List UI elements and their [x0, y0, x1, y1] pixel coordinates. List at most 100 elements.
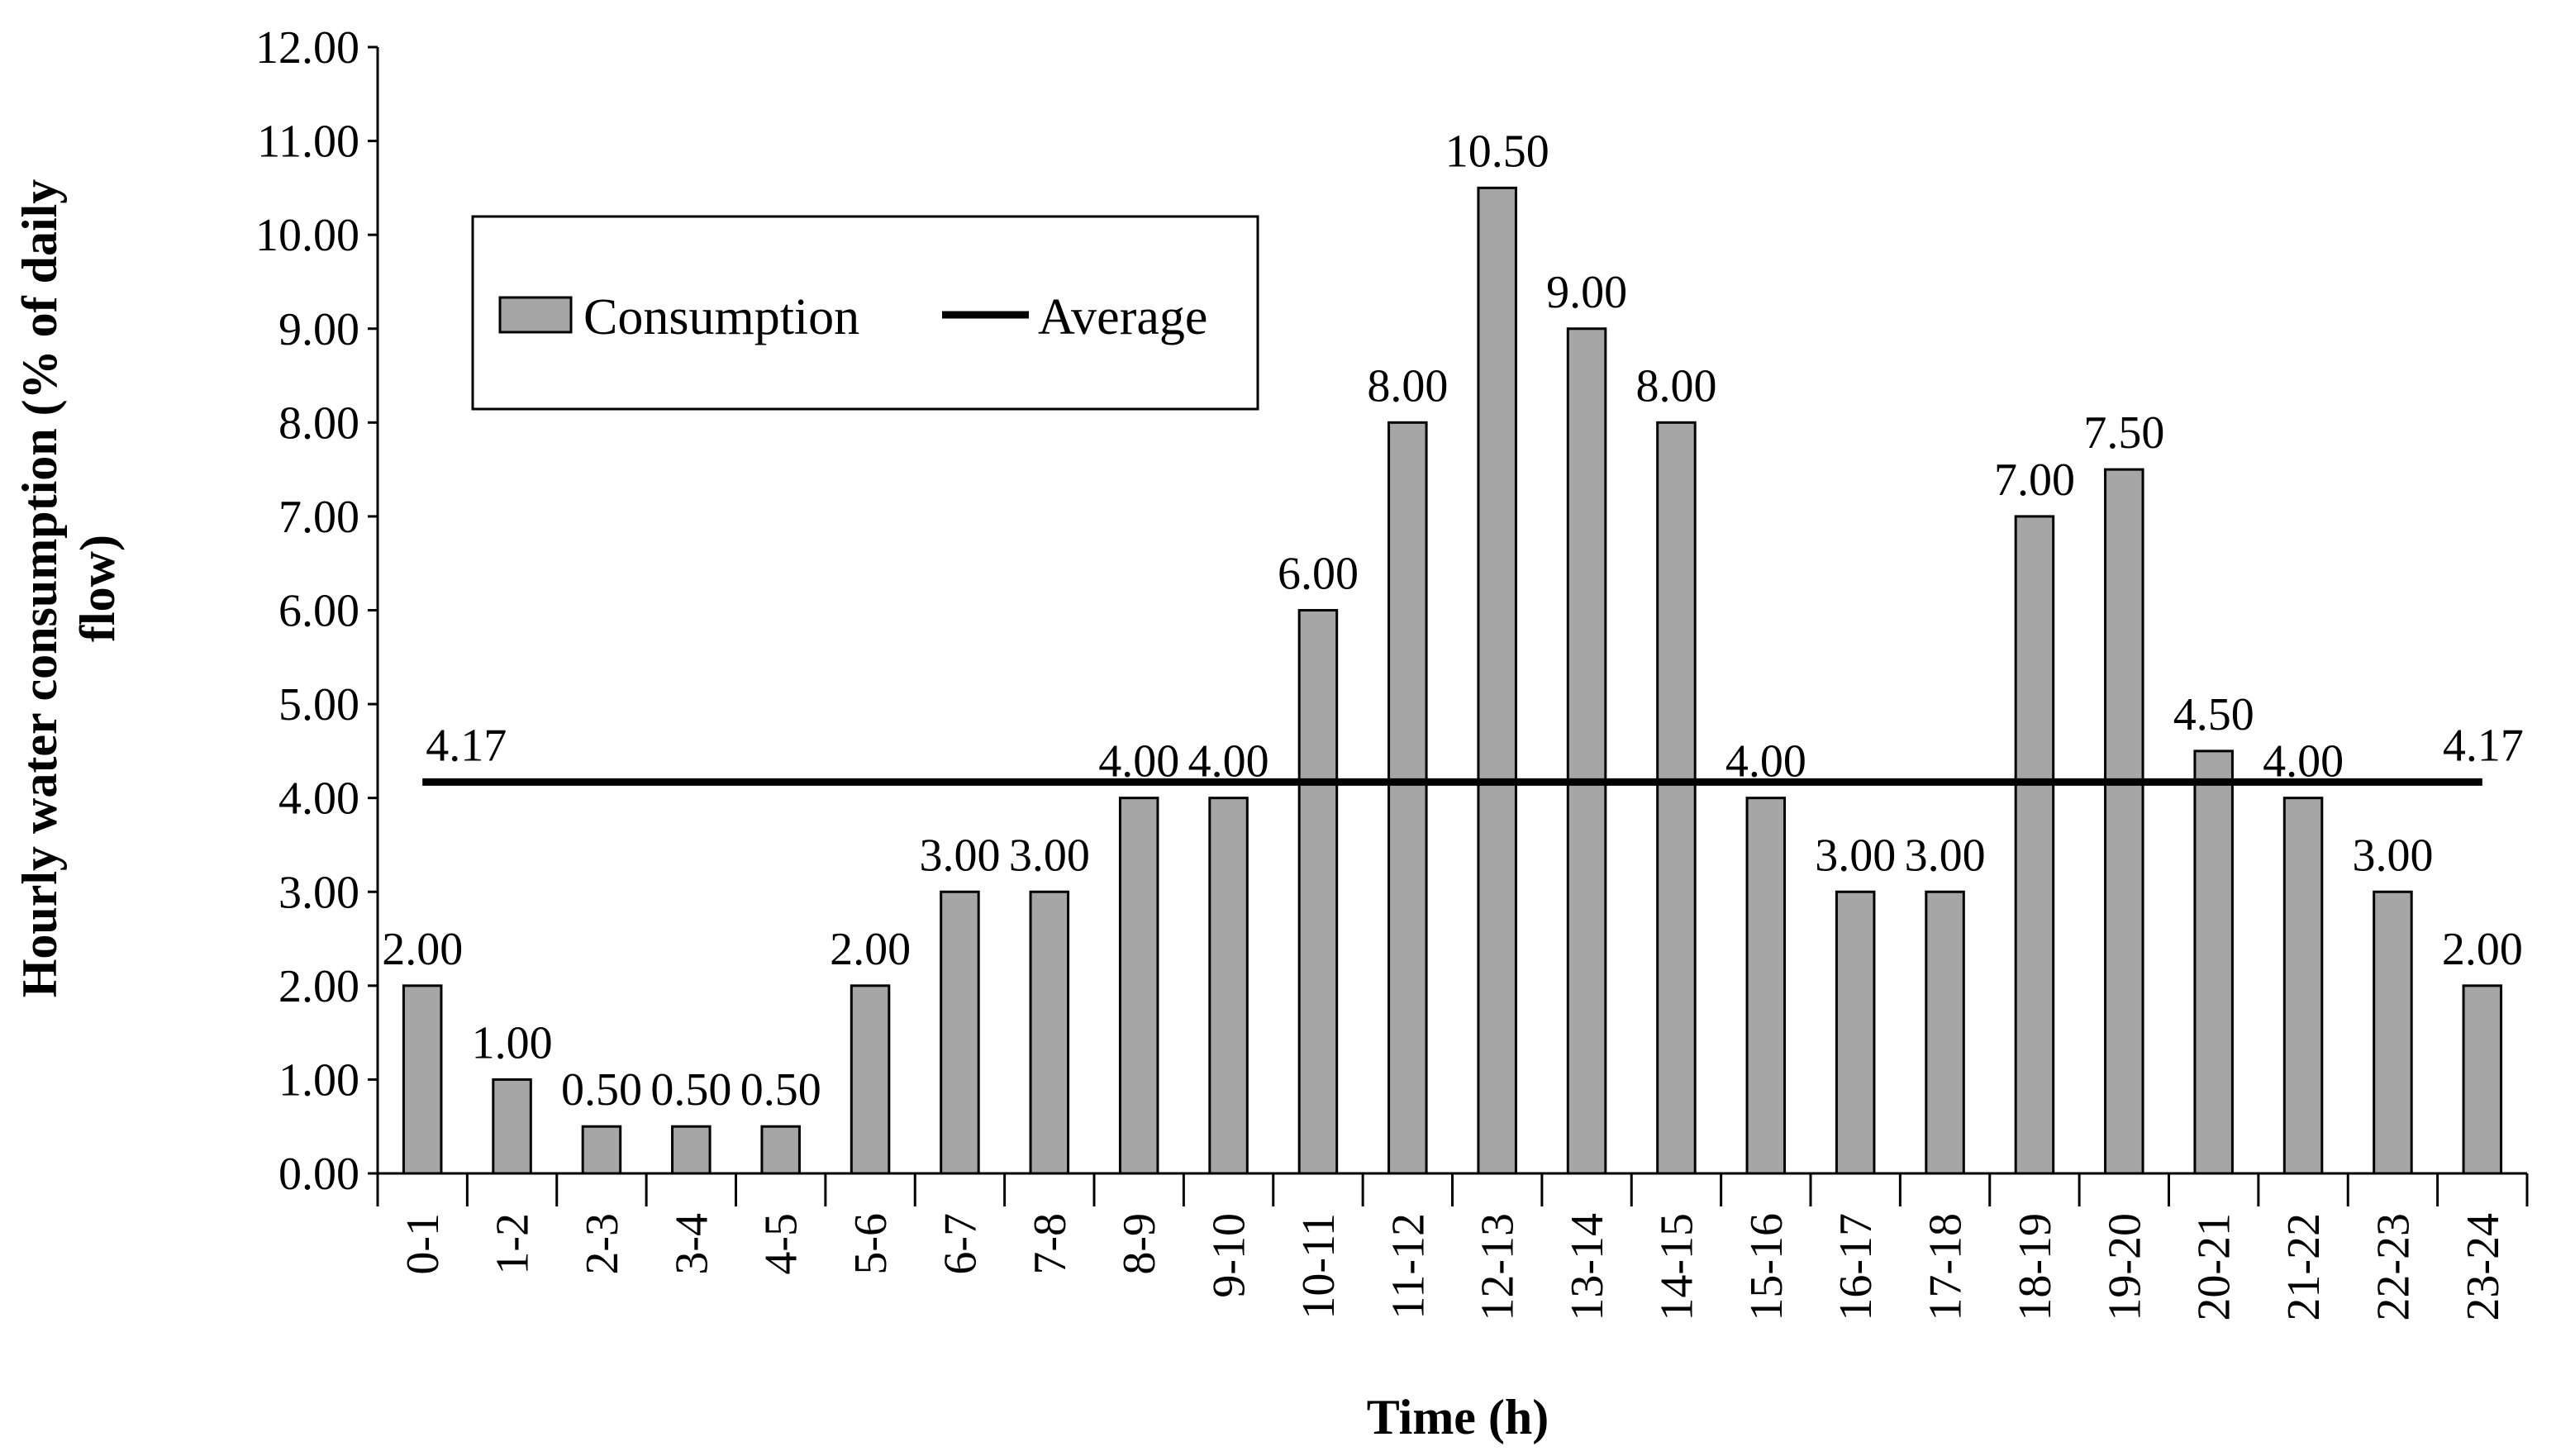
- data-label-2-3: 0.50: [561, 1064, 642, 1116]
- data-label-0-1: 2.00: [382, 924, 463, 975]
- plot-area: 0.001.002.003.004.005.006.007.008.009.00…: [255, 22, 2529, 1321]
- x-tick-label: 3-4: [666, 1213, 717, 1275]
- y-axis-title-line-1: Hourly water consumption (% of daily: [12, 179, 67, 998]
- y-tick-label: 4.00: [278, 773, 359, 825]
- bar-22-23: [2373, 890, 2413, 1175]
- bar-17-18: [1925, 890, 1965, 1175]
- x-tick-label: 16-17: [1830, 1213, 1882, 1321]
- x-tick-label: 6-7: [935, 1213, 986, 1275]
- bar-9-10: [1208, 797, 1249, 1175]
- x-tick-label: 0-1: [397, 1213, 449, 1275]
- bar-15-16: [1745, 797, 1787, 1175]
- bar-4-5: [760, 1125, 801, 1175]
- y-axis-ticks: 0.00 1.00 2.00 3.00 4.00 5.00 6.00 7.00 8.00 9.00…: [255, 22, 378, 1200]
- x-tick-label: 22-23: [2368, 1213, 2419, 1321]
- x-axis-ticks: 0-1 1-2 2-3 3-4 4-5 5-6 6-7 7-8 8-9 9-10 10-11 11-1…: [376, 1173, 2529, 1321]
- average-label-end: 4.17: [2443, 720, 2524, 771]
- average-line-series: 4.17 4.17: [422, 720, 2524, 786]
- data-label-3-4: 0.50: [650, 1064, 731, 1116]
- bar-series-consumption: [402, 186, 2503, 1175]
- x-tick-label: 23-24: [2458, 1213, 2509, 1321]
- bar-14-15: [1656, 421, 1697, 1175]
- x-tick-label: 8-9: [1114, 1213, 1165, 1275]
- y-tick-label: 5.00: [278, 679, 359, 730]
- x-tick-label: 13-14: [1562, 1213, 1613, 1321]
- x-tick-label: 12-13: [1473, 1213, 1524, 1321]
- data-label-6-7: 3.00: [919, 830, 1000, 881]
- data-label-20-21: 4.50: [2173, 689, 2254, 740]
- data-label-17-18: 3.00: [1905, 830, 1986, 881]
- y-tick-label: 2.00: [278, 961, 359, 1012]
- data-label-11-12: 8.00: [1367, 360, 1448, 412]
- average-label-start: 4.17: [426, 720, 507, 771]
- legend-label-average: Average: [1038, 289, 1207, 345]
- bar-6-7: [940, 890, 980, 1175]
- legend: Consumption Average: [471, 215, 1259, 411]
- data-label-4-5: 0.50: [740, 1064, 821, 1116]
- bar-0-1: [402, 984, 443, 1175]
- data-label-12-13: 10.50: [1445, 126, 1549, 177]
- data-label-7-8: 3.00: [1009, 830, 1090, 881]
- y-tick-label: 3.00: [278, 867, 359, 918]
- data-label-21-22: 4.00: [2263, 736, 2344, 787]
- bar-3-4: [671, 1125, 712, 1175]
- x-tick-label: 4-5: [756, 1213, 807, 1275]
- y-tick-label: 1.00: [278, 1054, 359, 1106]
- y-tick-label: 0.00: [278, 1149, 359, 1200]
- data-label-13-14: 9.00: [1546, 267, 1627, 318]
- bar-12-13: [1477, 186, 1517, 1175]
- x-tick-label: 10-11: [1293, 1213, 1345, 1320]
- bar-data-labels: 2.001.000.50 0.50 0.502.003.00 3.004.00 4.00…: [382, 126, 2523, 1116]
- bar-2-3: [581, 1125, 622, 1175]
- bar-10-11: [1297, 609, 1339, 1175]
- data-label-10-11: 6.00: [1278, 549, 1359, 600]
- x-tick-label: 5-6: [845, 1213, 897, 1275]
- x-tick-label: 15-16: [1741, 1213, 1792, 1321]
- x-tick-label: 19-20: [2099, 1213, 2150, 1321]
- y-tick-label: 9.00: [278, 304, 359, 355]
- x-tick-label: 9-10: [1204, 1213, 1255, 1298]
- data-label-15-16: 4.00: [1725, 736, 1806, 787]
- y-tick-label: 12.00: [255, 22, 359, 74]
- data-label-5-6: 2.00: [830, 924, 911, 975]
- data-label-19-20: 7.50: [2083, 407, 2164, 459]
- bar-1-2: [492, 1078, 532, 1175]
- data-label-22-23: 3.00: [2352, 830, 2433, 881]
- data-label-16-17: 3.00: [1815, 830, 1896, 881]
- legend-label-consumption: Consumption: [583, 289, 859, 345]
- bar-5-6: [850, 984, 891, 1175]
- bar-19-20: [2104, 468, 2144, 1175]
- bar-21-22: [2282, 797, 2324, 1175]
- bar-8-9: [1118, 797, 1159, 1175]
- bar-23-24: [2462, 984, 2503, 1175]
- data-label-18-19: 7.00: [1994, 454, 2075, 506]
- data-label-14-15: 8.00: [1635, 360, 1716, 412]
- y-tick-label: 10.00: [255, 210, 359, 261]
- x-tick-label: 7-8: [1025, 1213, 1076, 1275]
- x-tick-label: 11-12: [1383, 1213, 1434, 1320]
- x-tick-label: 17-18: [1921, 1213, 1972, 1321]
- data-label-9-10: 4.00: [1188, 736, 1269, 787]
- data-label-8-9: 4.00: [1098, 736, 1179, 787]
- y-axis-title-line-2: flow): [70, 535, 125, 642]
- y-tick-label: 7.00: [278, 492, 359, 543]
- legend-frame: [471, 215, 1259, 411]
- data-label-1-2: 1.00: [472, 1017, 553, 1068]
- bar-20-21: [2193, 749, 2234, 1175]
- x-axis-title: Time (h): [1367, 1390, 1549, 1444]
- bar-7-8: [1029, 890, 1070, 1175]
- y-tick-label: 8.00: [278, 397, 359, 449]
- bar-18-19: [2014, 515, 2055, 1175]
- x-tick-label: 21-22: [2278, 1213, 2330, 1321]
- bar-16-17: [1835, 890, 1876, 1175]
- x-tick-label: 20-21: [2189, 1213, 2240, 1321]
- data-label-23-24: 2.00: [2442, 924, 2523, 975]
- y-tick-label: 11.00: [257, 117, 359, 168]
- x-tick-label: 1-2: [488, 1213, 539, 1275]
- x-tick-label: 14-15: [1651, 1213, 1702, 1321]
- legend-swatch-consumption: [498, 296, 573, 334]
- x-tick-label: 2-3: [577, 1213, 628, 1275]
- x-tick-label: 18-19: [2010, 1213, 2061, 1321]
- bar-13-14: [1566, 327, 1607, 1175]
